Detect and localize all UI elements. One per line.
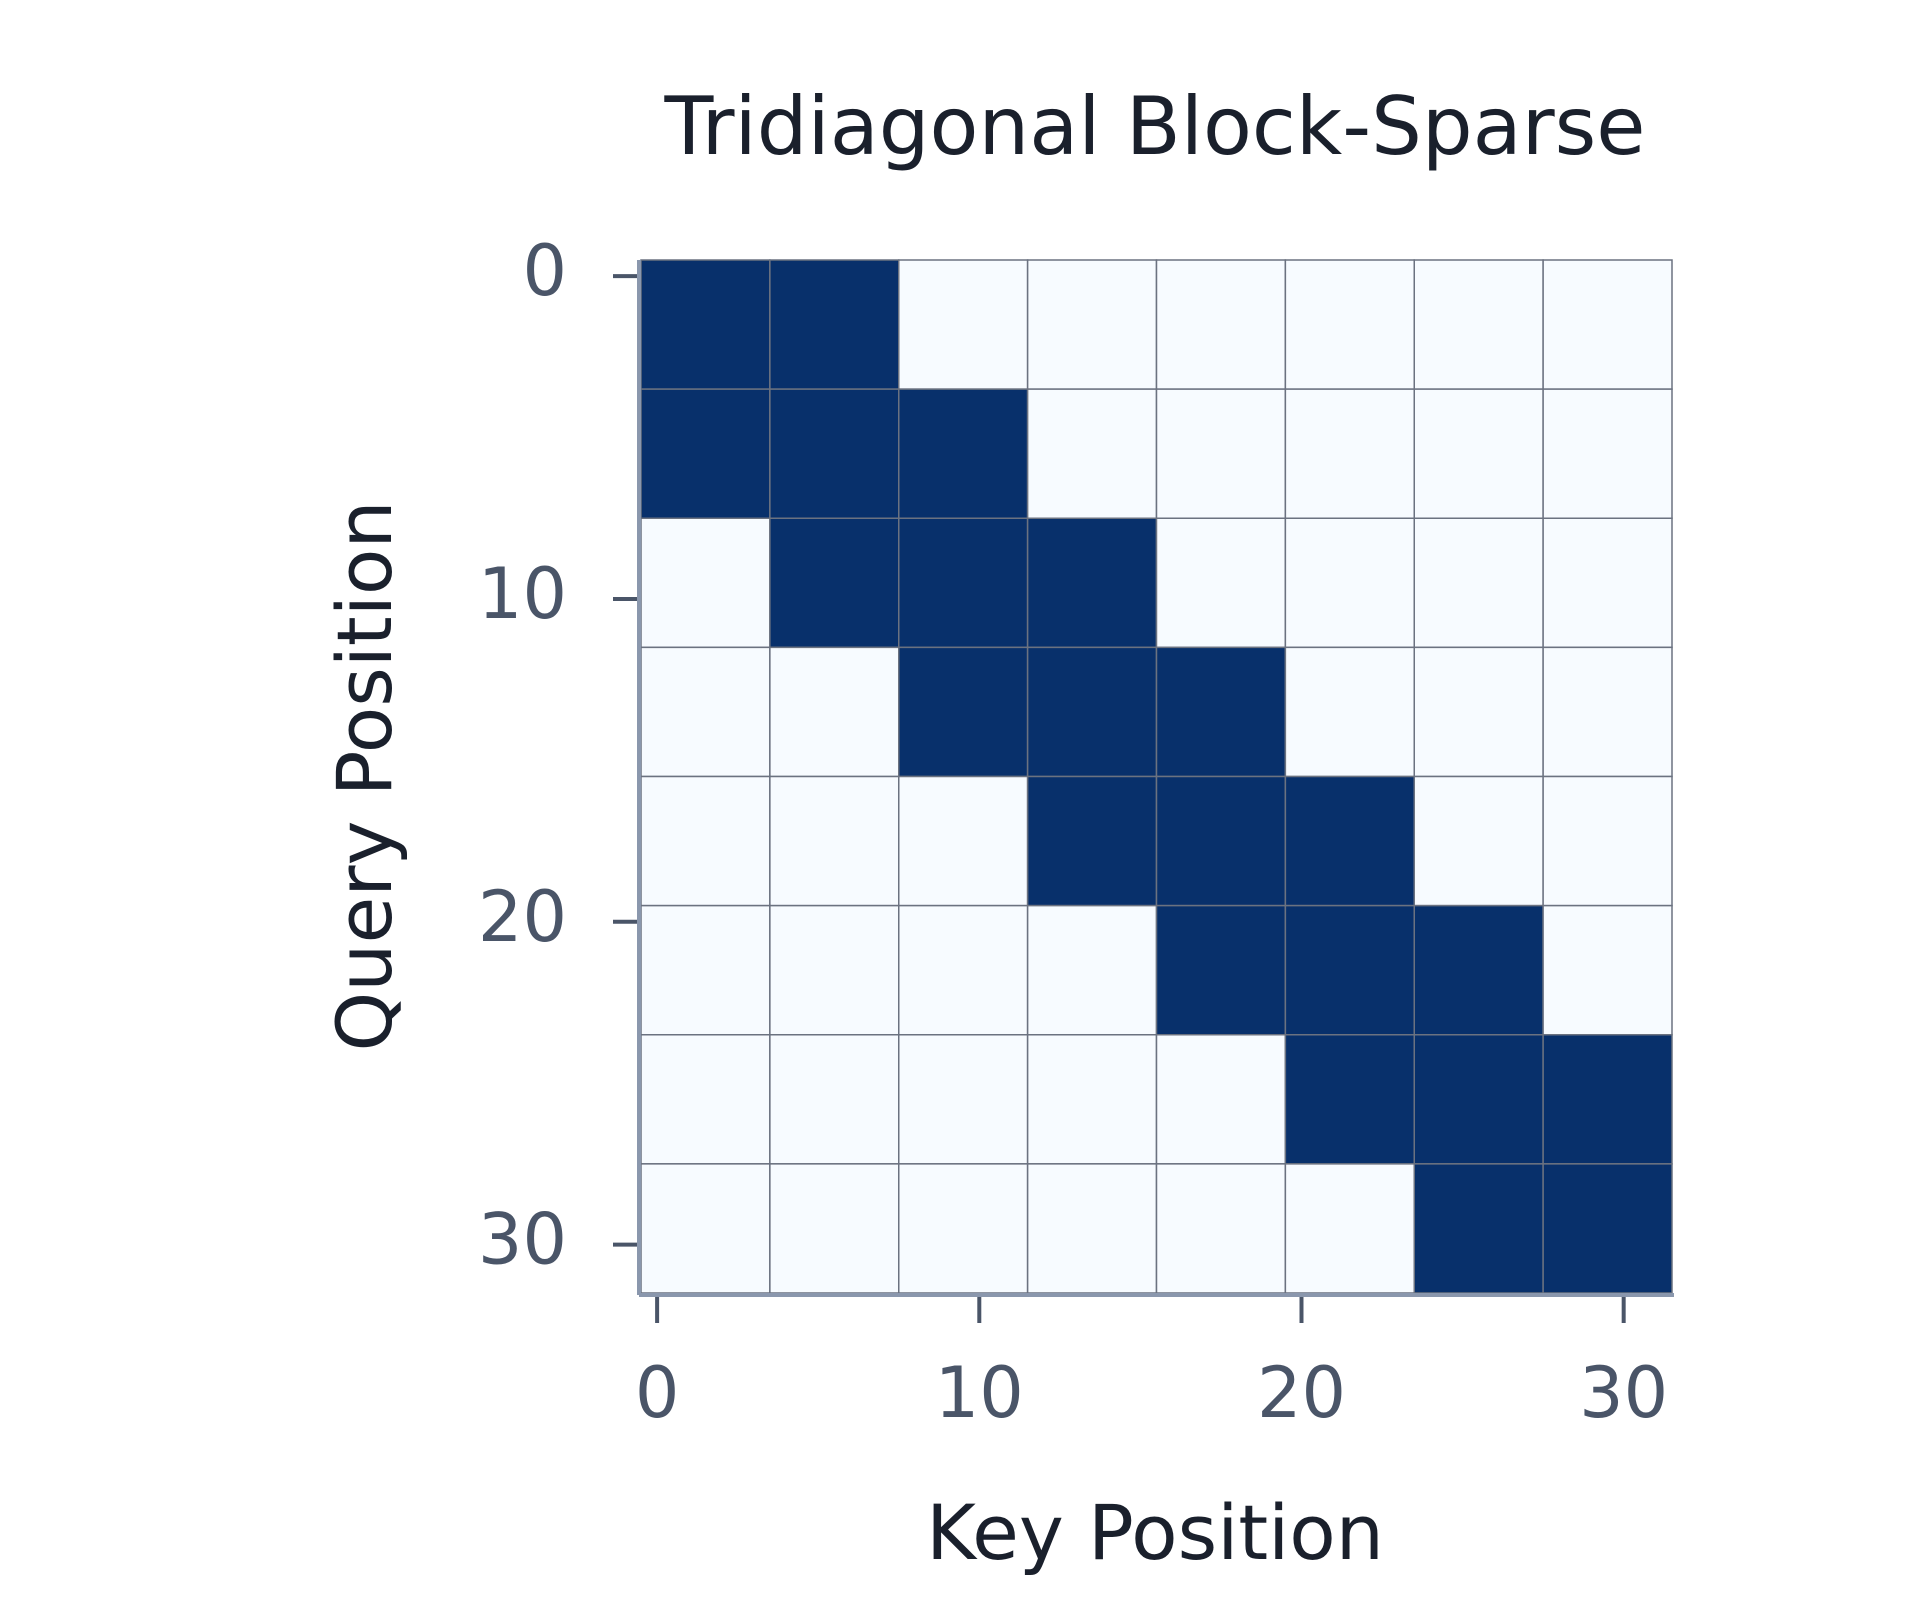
heatmap-cell xyxy=(769,646,900,778)
heatmap-cell xyxy=(1413,775,1544,907)
heatmap-cell xyxy=(898,388,1029,519)
heatmap-cell xyxy=(1284,775,1415,907)
heatmap-cell xyxy=(1026,388,1158,519)
heatmap-cell xyxy=(898,517,1029,649)
heatmap-cell xyxy=(1284,1034,1415,1165)
heatmap-cell xyxy=(640,259,771,390)
x-tick-label: 0 xyxy=(635,1352,680,1434)
heatmap-cell xyxy=(1284,517,1415,649)
heatmap-cell xyxy=(1155,646,1287,778)
heatmap-cell xyxy=(898,646,1029,778)
heatmap-cell xyxy=(1413,259,1544,390)
y-tick-label: 0 xyxy=(522,230,567,312)
heatmap-cell xyxy=(898,259,1029,390)
heatmap-cell xyxy=(769,1034,900,1165)
heatmap-cell xyxy=(640,775,771,907)
x-axis-label: Key Position xyxy=(926,1488,1384,1577)
heatmap-cell xyxy=(1542,904,1673,1036)
heatmap-cell xyxy=(769,259,900,390)
heatmap-cell xyxy=(1026,646,1158,778)
heatmap-cell xyxy=(1542,388,1673,519)
y-axis-label: Query Position xyxy=(320,500,409,1051)
heatmap-cell xyxy=(1542,775,1673,907)
heatmap-cell xyxy=(898,1163,1029,1294)
y-tick-label: 20 xyxy=(478,876,567,958)
heatmap-cell xyxy=(1026,775,1158,907)
heatmap-cell xyxy=(769,775,900,907)
heatmap-cell xyxy=(769,904,900,1036)
heatmap-cell xyxy=(1155,775,1287,907)
heatmap-cell xyxy=(898,904,1029,1036)
heatmap-cell xyxy=(1413,388,1544,519)
y-tick-label: 10 xyxy=(478,553,567,635)
heatmap-cell xyxy=(1155,1034,1287,1165)
heatmap-cell xyxy=(1413,1034,1544,1165)
heatmap-cell xyxy=(1026,904,1158,1036)
x-tick-label: 30 xyxy=(1579,1352,1668,1434)
heatmap-cell xyxy=(769,388,900,519)
heatmap-cell xyxy=(1155,1163,1287,1294)
heatmap-cell xyxy=(1413,646,1544,778)
heatmap-cell xyxy=(898,775,1029,907)
heatmap-cell xyxy=(1284,904,1415,1036)
x-tick-label: 20 xyxy=(1257,1352,1346,1434)
heatmap-cell xyxy=(1542,259,1673,390)
x-tick-label: 10 xyxy=(935,1352,1024,1434)
heatmap-cell xyxy=(1026,1034,1158,1165)
heatmap-cell xyxy=(898,1034,1029,1165)
heatmap-cell xyxy=(1413,1163,1544,1294)
y-tick-label: 30 xyxy=(478,1199,567,1281)
heatmap-cell xyxy=(1542,1034,1673,1165)
heatmap-cell xyxy=(640,1034,771,1165)
heatmap-cell xyxy=(1542,1163,1673,1294)
heatmap-cell xyxy=(1155,904,1287,1036)
heatmap-cell xyxy=(640,388,771,519)
heatmap-cell xyxy=(640,517,771,649)
heatmap-cell xyxy=(1155,259,1287,390)
heatmap-cells xyxy=(640,259,1673,1294)
heatmap-cell xyxy=(1026,517,1158,649)
chart-title: Tridiagonal Block-Sparse xyxy=(664,80,1646,173)
heatmap-cell xyxy=(1542,646,1673,778)
heatmap-cell xyxy=(1542,517,1673,649)
heatmap-cell xyxy=(1155,517,1287,649)
heatmap-cell xyxy=(1284,388,1415,519)
heatmap-cell xyxy=(640,1163,771,1294)
heatmap-cell xyxy=(1284,646,1415,778)
heatmap-cell xyxy=(1284,259,1415,390)
heatmap-cell xyxy=(1026,1163,1158,1294)
heatmap-cell xyxy=(1413,904,1544,1036)
heatmap-cell xyxy=(640,646,771,778)
heatmap-cell xyxy=(640,904,771,1036)
heatmap-cell xyxy=(769,1163,900,1294)
heatmap-cell xyxy=(1026,259,1158,390)
heatmap-cell xyxy=(1413,517,1544,649)
heatmap-cell xyxy=(769,517,900,649)
heatmap-cell xyxy=(1155,388,1287,519)
heatmap-cell xyxy=(1284,1163,1415,1294)
